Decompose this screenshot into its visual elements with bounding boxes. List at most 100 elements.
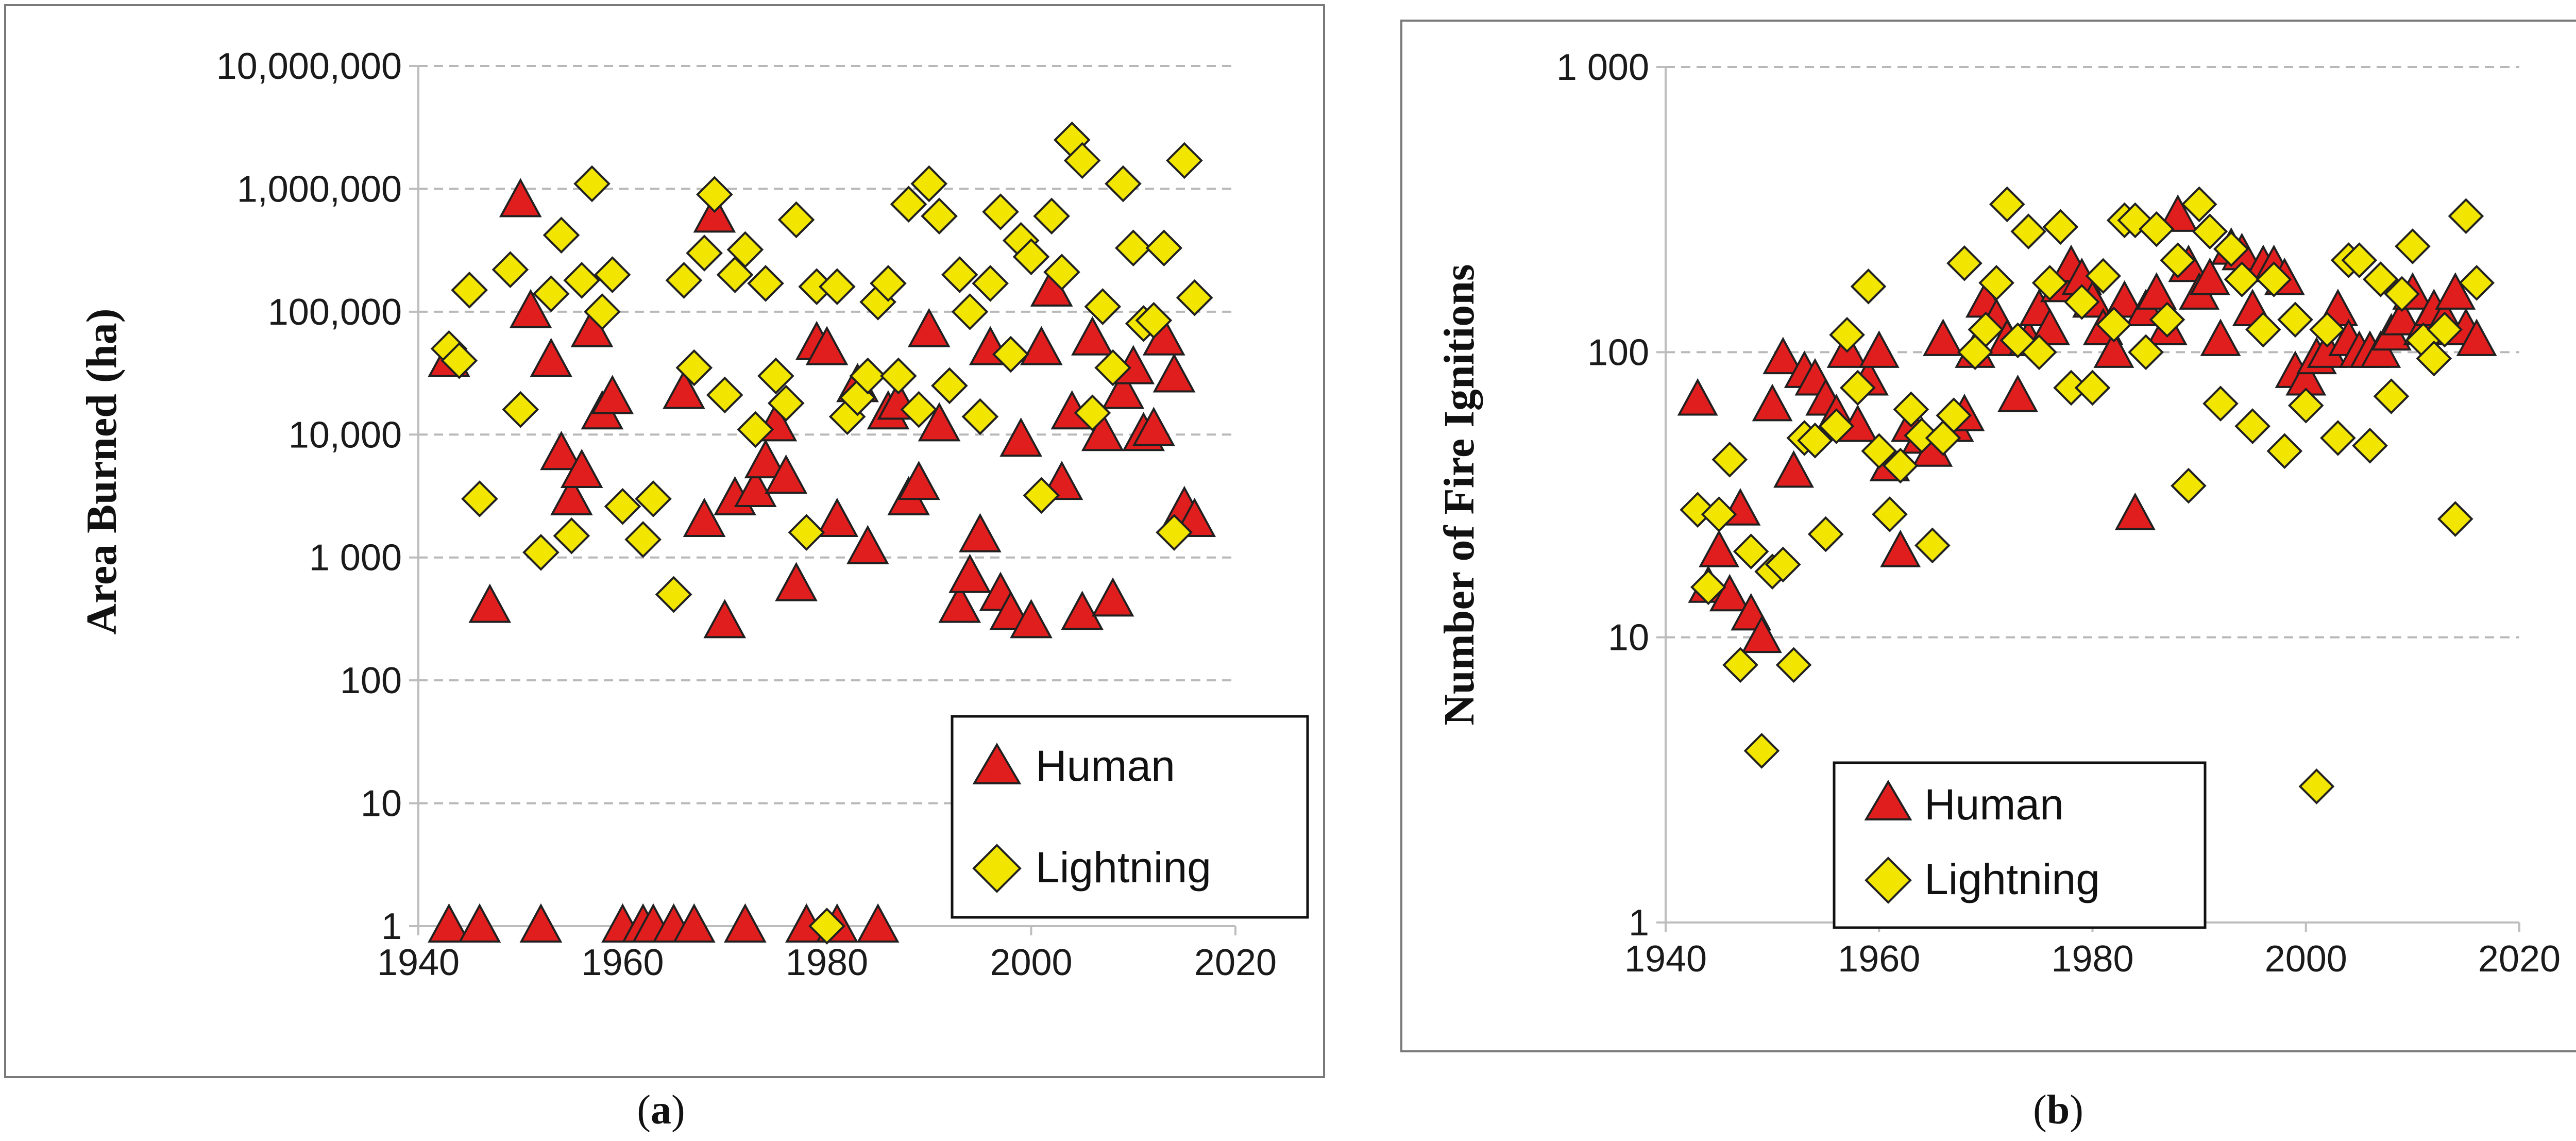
lightning-point-marker [1033,197,1070,235]
human-point-marker [2157,194,2198,232]
human-point-marker [897,460,940,500]
lightning-point-marker [737,411,774,448]
caption-a: (a) [637,1087,685,1133]
human-point-marker [1020,326,1063,365]
lightning-point-marker [1012,238,1050,276]
panel-b-x-ticks: 1940 1960 1980 2000 2020 [1624,922,2561,980]
lightning-point-marker [573,165,611,203]
human-point-marker [1091,577,1134,617]
lightning-point-marker [1711,441,1748,478]
lightning-point-marker [2224,261,2260,297]
human-point-marker [1081,412,1124,451]
x-tick-label: 2000 [2265,938,2347,980]
lightning-point-marker [2320,420,2356,456]
panel-a-y-axis-label: Area Burned (ha) [78,308,126,634]
lightning-point-marker [451,272,488,309]
caption-b: (b) [2033,1087,2083,1133]
y-tick-label: 1,000,000 [237,169,402,210]
human-point-marker [1061,591,1104,630]
x-tick-label: 1980 [786,942,868,983]
lightning-point-marker [2341,242,2378,278]
lightning-point-marker [1818,408,1855,444]
human-point-marker [458,903,501,943]
human-point-marker [775,562,818,601]
lightning-point-marker [982,193,1019,230]
lightning-point-marker [2266,433,2303,469]
lightning-point-marker [1807,516,1844,552]
lightning-point-marker [726,231,764,269]
lightning-point-marker [1989,186,2025,223]
human-point-marker [816,497,859,537]
human-point-marker [1773,450,1815,488]
lightning-point-marker [553,517,590,555]
lightning-point-marker [584,293,621,330]
y-tick-label: 100 [1587,332,1649,373]
lightning-point-marker [818,268,856,306]
lightning-point-marker [2202,385,2239,422]
human-point-marker [907,308,951,347]
lightning-point-marker [2138,211,2175,247]
human-point-marker [938,583,981,623]
lightning-point-marker [2192,213,2228,249]
human-point-marker [1923,318,1963,356]
human-point-marker [918,402,961,442]
human-point-marker [1997,374,2038,412]
lightning-point-marker [972,265,1009,302]
lightning-point-marker [2352,427,2388,464]
panel-a-legend-box [951,715,1309,919]
human-point-marker [1010,599,1053,639]
legend-a-lightning-marker [972,844,1022,893]
human-point-marker [550,476,593,515]
lightning-point-marker [1722,647,1758,683]
lightning-point-marker [788,514,825,551]
lightning-point-marker [921,197,958,235]
y-tick-label: 1 000 [309,538,402,579]
lightning-point-marker [2181,186,2217,223]
x-tick-label: 1940 [1624,938,1707,980]
lightning-point-marker [2384,276,2420,312]
panel-b-legend-box [1833,761,2207,929]
human-point-marker [1741,615,1782,653]
human-point-marker [1762,337,1804,375]
lightning-point-marker [2245,311,2281,348]
x-tick-label: 1980 [2051,938,2133,980]
y-tick-label: 100,000 [268,292,402,333]
human-point-marker [1880,529,1921,567]
lightning-point-marker [2287,388,2324,424]
human-point-marker [2093,330,2134,368]
human-point-marker [1699,529,1740,567]
human-point-marker [663,370,705,409]
lightning-point-marker [1861,433,1897,469]
lightning-point-marker [1135,301,1173,339]
human-point-marker [2456,318,2497,356]
x-tick-label: 2000 [990,942,1072,983]
legend-a-lightning-label: Lightning [1036,843,1211,892]
panel-a-points [428,121,1216,945]
lightning-point-marker [1839,370,1876,406]
legend-b-human-marker [1864,780,1912,820]
human-point-marker [948,553,991,593]
y-tick-label: 10 [1608,617,1649,659]
human-point-marker [1677,378,1718,416]
y-tick-label: 100 [340,660,402,701]
lightning-point-marker [931,367,968,405]
lightning-point-marker [624,521,662,558]
lightning-point-marker [2085,258,2122,294]
lightning-point-marker [2031,265,2068,301]
lightning-point-marker [1775,647,1812,683]
lightning-point-marker [2427,311,2463,348]
y-tick-label: 10,000,000 [216,46,402,87]
lightning-point-marker [1850,268,1887,305]
lightning-point-marker [1882,447,1919,484]
human-point-marker [724,903,767,943]
human-point-marker [1153,353,1196,393]
lightning-point-marker [1145,229,1183,267]
x-tick-label: 1940 [377,942,460,983]
lightning-point-marker [2021,334,2057,371]
human-point-marker [856,903,900,943]
x-tick-label: 1960 [581,942,664,983]
panel-b-y-ticks: 1 10 100 1 000 [1556,47,1666,944]
lightning-point-marker [2395,228,2431,264]
human-point-marker [540,431,583,471]
